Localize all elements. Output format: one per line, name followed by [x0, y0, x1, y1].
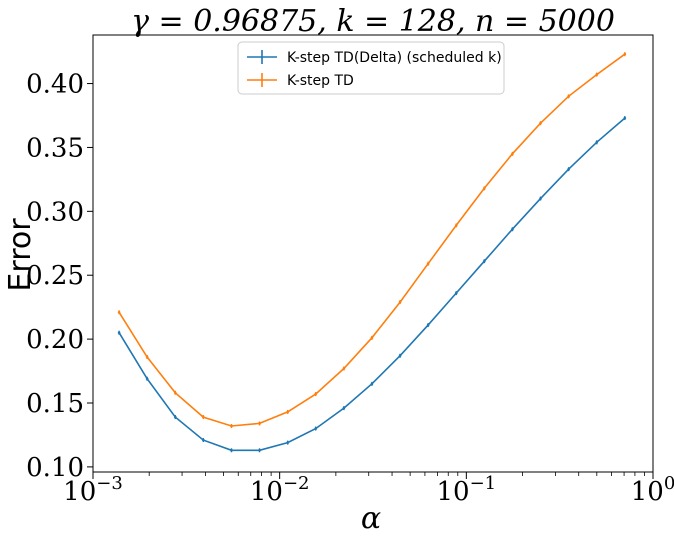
- legend-box: [237, 41, 505, 95]
- series-1-point: [539, 197, 542, 200]
- legend-label-series-1: K-step TD(Delta) (scheduled k): [287, 50, 502, 66]
- y-tick-label: 0.30: [26, 197, 84, 227]
- series-2-point: [398, 300, 402, 304]
- series-1-point: [258, 448, 261, 452]
- series-2-point: [567, 95, 570, 98]
- series-1-point: [454, 291, 458, 295]
- series-1-point: [174, 415, 177, 419]
- y-axis-label: Error: [3, 218, 38, 292]
- series-2-point: [286, 410, 289, 414]
- series-2-point: [174, 391, 177, 395]
- x-tick-label-base: 10: [631, 477, 664, 507]
- series-2-point: [454, 224, 458, 227]
- x-tick-label: 10−2: [250, 473, 310, 507]
- series-1-point: [595, 141, 599, 144]
- series-layer: [117, 52, 627, 453]
- series-1-point: [286, 441, 289, 444]
- y-tick-label: 0.15: [26, 389, 84, 419]
- legend-label-series-2: K-step TD: [287, 73, 354, 89]
- x-tick-label-base: 10: [437, 477, 470, 507]
- x-tick-label-exponent: −2: [283, 473, 310, 494]
- series-2-point: [426, 262, 430, 266]
- series-2-point: [483, 187, 486, 190]
- series-2-point: [342, 367, 346, 370]
- y-tick-label: 0.40: [26, 70, 84, 100]
- series-2-point: [314, 392, 318, 396]
- series-1-point: [145, 377, 149, 381]
- series-2-point: [117, 310, 121, 314]
- chart-title: γ = 0.96875, k = 128, n = 5000: [131, 4, 615, 39]
- x-tick-label-base: 10: [63, 477, 96, 507]
- x-tick-label: 100: [631, 473, 674, 507]
- y-tick-label: 0.35: [26, 133, 84, 163]
- legend: K-step TD(Delta) (scheduled k) K-step TD: [237, 41, 505, 95]
- y-tick-label: 0.10: [26, 453, 84, 483]
- series-2-point: [539, 121, 542, 125]
- x-tick-label-exponent: 0: [664, 473, 674, 494]
- x-tick-label: 10−3: [63, 473, 123, 507]
- series-2-point: [202, 415, 205, 419]
- series-1-point: [314, 427, 318, 430]
- series-2-point: [145, 355, 149, 359]
- series-1-point: [511, 227, 514, 231]
- x-tick-label-exponent: −3: [96, 473, 123, 494]
- series-1-point: [483, 259, 486, 263]
- series-1-point: [202, 438, 205, 442]
- series-1-point: [342, 406, 346, 410]
- series-2-point: [258, 422, 261, 425]
- series-1-point: [117, 331, 121, 335]
- series-2-point: [595, 73, 599, 76]
- series-1-point: [426, 323, 430, 327]
- series-1-point: [370, 382, 374, 386]
- x-tick-label-base: 10: [250, 477, 283, 507]
- y-tick-label: 0.25: [26, 261, 84, 291]
- series-2-point: [623, 52, 627, 56]
- x-axis-label: α: [361, 501, 381, 536]
- y-tick-label: 0.20: [26, 325, 84, 355]
- series-1-point: [398, 354, 402, 358]
- series-1-point: [230, 448, 233, 452]
- series-2-point: [370, 336, 374, 340]
- series-2-point: [511, 152, 514, 156]
- series-2-point: [230, 424, 233, 428]
- x-tick-label: 10−1: [437, 473, 497, 507]
- x-tick-label-exponent: −1: [470, 473, 497, 494]
- plot-frame: [92, 34, 654, 473]
- series-1-point: [567, 167, 570, 171]
- series-1-point: [623, 116, 627, 120]
